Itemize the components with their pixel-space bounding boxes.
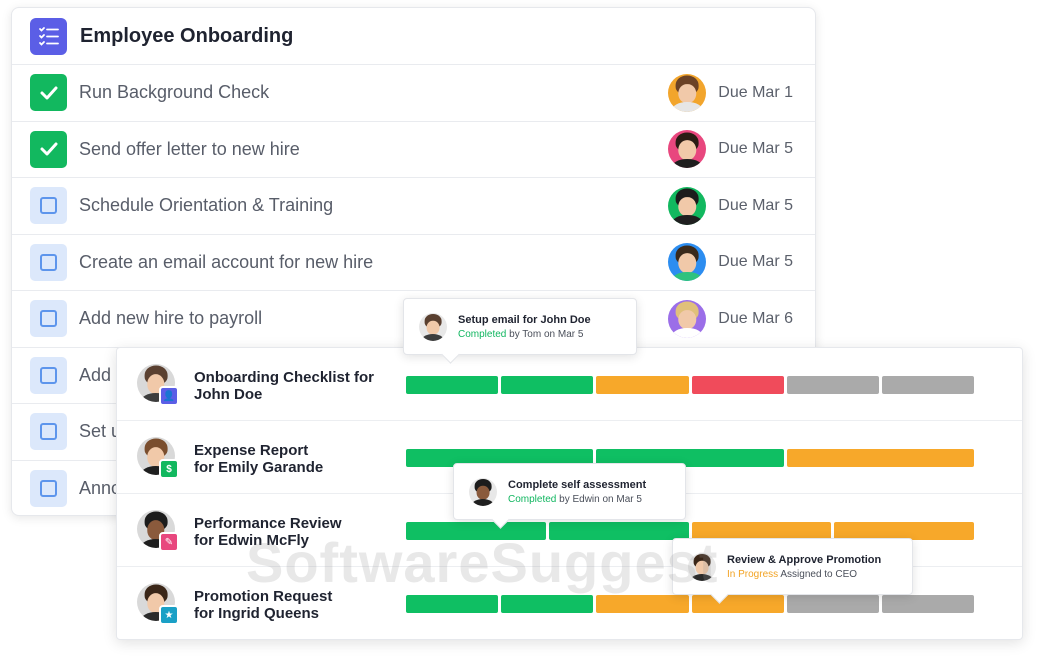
progress-segment[interactable] (406, 595, 499, 613)
workflow-row[interactable]: ✎ Performance Review for Edwin McFly (117, 494, 1022, 567)
progress-segment[interactable] (596, 376, 689, 394)
page-title: Employee Onboarding (80, 24, 294, 47)
progress-bar (406, 376, 975, 394)
task-checkbox[interactable] (30, 300, 67, 338)
checkmark-icon (40, 86, 57, 100)
task-row[interactable]: Send offer letter to new hire Due Mar 5 (12, 122, 815, 178)
tooltip-title: Setup email for John Doe (458, 314, 591, 326)
avatar (668, 299, 707, 338)
user-badge-icon: 👤 (159, 386, 179, 406)
checkmark-icon (40, 142, 57, 156)
avatar (469, 478, 497, 506)
workflow-title: Onboarding Checklist for John Doe (194, 369, 375, 403)
due-date: Due Mar 1 (718, 83, 793, 101)
task-tooltip: .tip1::after{} Setup email for John Doe … (403, 298, 637, 355)
progress-bar (406, 595, 975, 613)
task-checkbox[interactable] (30, 413, 67, 451)
workflow-title: Promotion Request for Ingrid Queens (194, 588, 333, 622)
workflow-title: Expense Report for Emily Garande (194, 442, 324, 476)
avatar (668, 73, 707, 112)
task-checkbox[interactable] (30, 356, 67, 394)
task-row[interactable]: Run Background Check Due Mar 1 (12, 65, 815, 122)
progress-segment[interactable] (834, 522, 974, 540)
workflow-row[interactable]: $ Expense Report for Emily Garande (117, 421, 1022, 494)
task-row[interactable]: Anno (12, 461, 815, 516)
task-checkbox[interactable] (30, 470, 67, 508)
task-checkbox-checked[interactable] (30, 74, 67, 112)
due-date: Due Mar 5 (718, 253, 793, 271)
progress-segment[interactable] (501, 595, 594, 613)
progress-segment[interactable] (786, 376, 879, 394)
progress-bar (406, 522, 974, 540)
tooltip-status: Completed by Edwin on Mar 5 (508, 494, 642, 505)
workflow-title: Performance Review for Edwin McFly (194, 515, 342, 549)
checklist-header: Employee Onboarding (12, 8, 815, 65)
task-label: Run Background Check (79, 82, 270, 103)
task-checkbox[interactable] (30, 243, 67, 281)
checklist-icon (30, 17, 67, 55)
task-row[interactable]: Schedule Orientation & Training Due Mar … (12, 178, 815, 235)
progress-segment[interactable] (548, 522, 689, 540)
task-label: Add (79, 364, 112, 385)
progress-segment[interactable] (881, 595, 975, 613)
task-label: Anno (79, 478, 122, 499)
task-label: Schedule Orientation & Training (79, 195, 334, 216)
avatar (668, 186, 707, 225)
progress-segment[interactable] (881, 376, 975, 394)
task-tooltip: Review & Approve Promotion In Progress A… (672, 538, 913, 595)
tooltip-title: Review & Approve Promotion (727, 554, 882, 566)
task-checkbox-checked[interactable] (30, 130, 67, 168)
task-row[interactable]: Add new hire to payroll Due Mar 6 (12, 291, 815, 348)
tooltip-status: In Progress Assigned to CEO (727, 569, 858, 580)
progress-segment[interactable] (596, 595, 689, 613)
progress-segment[interactable] (406, 376, 499, 394)
avatar (137, 364, 175, 402)
task-tooltip: Complete self assessment Completed by Ed… (453, 463, 686, 520)
review-badge-icon: ✎ (159, 532, 179, 552)
tooltip-title: Complete self assessment (508, 479, 647, 491)
due-date: Due Mar 6 (718, 309, 793, 327)
progress-segment[interactable] (691, 522, 832, 540)
due-date: Due Mar 5 (718, 140, 793, 158)
watermark: SoftwareSuggest (246, 531, 719, 594)
tooltip-status: Completed by Tom on Mar 5 (458, 329, 584, 340)
task-label: Add new hire to payroll (79, 308, 263, 329)
progress-bar (406, 449, 974, 467)
promotion-badge-icon: ★ (159, 605, 179, 625)
workflow-row[interactable]: ★ Promotion Request for Ingrid Queens (117, 567, 1022, 640)
task-checkbox[interactable] (30, 187, 67, 225)
avatar (668, 243, 707, 282)
progress-segment[interactable] (786, 595, 879, 613)
task-label: Create an email account for new hire (79, 251, 374, 272)
task-label: Send offer letter to new hire (79, 138, 300, 159)
task-label: Set u (79, 421, 122, 442)
progress-segment[interactable] (406, 522, 546, 540)
due-date: Due Mar 5 (718, 196, 793, 214)
task-row[interactable]: Create an email account for new hire Due… (12, 235, 815, 291)
progress-segment[interactable] (691, 376, 784, 394)
avatar (688, 553, 716, 581)
progress-segment[interactable] (501, 376, 594, 394)
progress-segment[interactable] (786, 449, 974, 467)
receipt-badge-icon: $ (159, 459, 179, 479)
progress-segment[interactable] (691, 595, 784, 613)
avatar (668, 130, 707, 169)
workflow-row[interactable]: 👤 Onboarding Checklist for John Doe (117, 348, 1022, 421)
avatar (419, 313, 447, 341)
